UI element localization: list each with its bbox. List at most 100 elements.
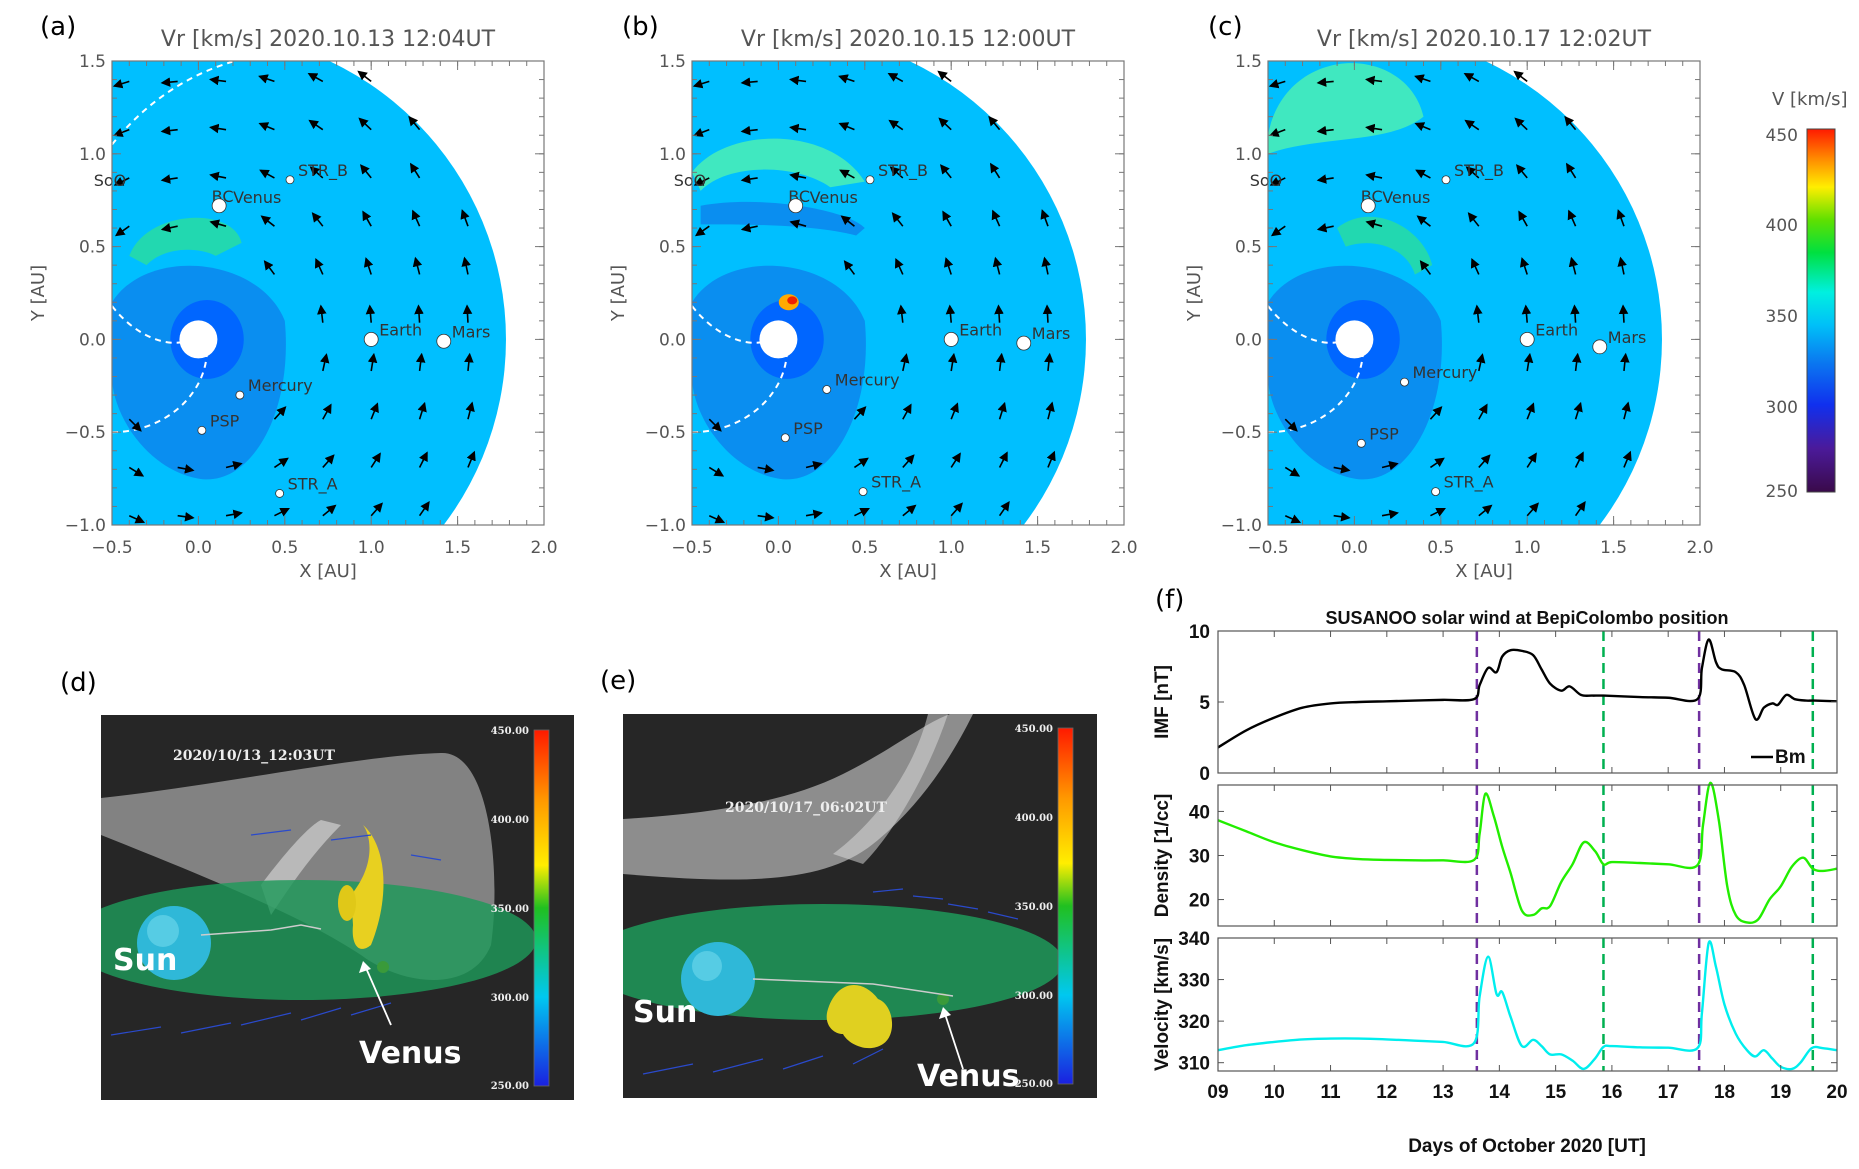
flow-vector (357, 70, 372, 83)
flow-vector (128, 418, 142, 432)
flow-vector (209, 75, 227, 86)
body-label-psp: PSP (210, 411, 240, 430)
flow-vector (1526, 452, 1537, 468)
body-label-mercury: Mercury (248, 376, 313, 395)
sun-label: Sun (633, 995, 697, 1030)
flow-vector (1515, 164, 1528, 179)
flow-vector (950, 502, 963, 517)
sim-panel-title: Vr [km/s] 2020.10.15 12:00UT (741, 27, 1076, 52)
flow-vector (466, 450, 476, 468)
view3d-cb-tick: 350.00 (491, 904, 529, 915)
body-marker-psp (780, 433, 790, 443)
x-tick-label: 1.0 (1514, 538, 1541, 558)
flow-vector (177, 464, 195, 474)
flow-vector (1574, 451, 1584, 468)
sim-panel-title: Vr [km/s] 2020.10.13 12:04UT (161, 27, 496, 52)
y-tick-label: 1.0 (659, 145, 686, 165)
flow-vector (1365, 75, 1383, 86)
y-tick-label: 0.5 (79, 238, 106, 258)
y-tick-label: 10 (1189, 622, 1210, 643)
plot-frame (691, 60, 1125, 526)
body-marker-venus (788, 198, 804, 214)
flow-vector (307, 72, 324, 83)
flow-vector (888, 119, 904, 131)
body-label-mercury: Mercury (1413, 363, 1478, 382)
flow-vector (1429, 406, 1443, 420)
x-tick-label: 11 (1320, 1082, 1341, 1103)
flow-vector (415, 352, 426, 372)
body-marker-mercury (822, 385, 832, 394)
flow-vector (209, 219, 227, 229)
flow-vector (838, 74, 855, 84)
plot-frame (111, 60, 545, 526)
flow-vector (693, 127, 710, 137)
body-marker-mercury (235, 390, 245, 400)
body-marker-mercury (1400, 377, 1409, 387)
flow-vector (1464, 119, 1480, 131)
y-tick-label: −1.0 (1221, 516, 1262, 536)
flow-vector (1040, 209, 1050, 227)
flow-vector (128, 466, 145, 477)
flow-vector (1526, 502, 1539, 517)
body-marker-earth (943, 331, 959, 347)
body-marker-mars (1592, 339, 1608, 355)
panel-label-b: (b) (622, 12, 659, 42)
flow-vector (1470, 257, 1480, 275)
flow-vector (1430, 507, 1446, 517)
flow-vector (274, 507, 290, 517)
flow-vector (112, 79, 130, 89)
cme-region (129, 217, 242, 266)
flow-vector (1365, 219, 1383, 229)
cme-isosurface (826, 985, 893, 1049)
flow-vector (259, 169, 275, 179)
flow-vector (1570, 304, 1580, 323)
panel-label-d: (d) (60, 668, 97, 698)
flow-vector (322, 403, 332, 420)
colorbar (1806, 128, 1836, 493)
x-tick-label: 10 (1264, 1082, 1285, 1103)
view3d-cb-tick: 450.00 (491, 726, 529, 737)
subplot-frame (1217, 937, 1838, 1072)
flow-vector (258, 74, 275, 84)
view3d-cb-tick: 300.00 (1015, 991, 1053, 1002)
flow-vector (209, 123, 227, 134)
flow-vector (1521, 304, 1532, 323)
flow-vector (1333, 511, 1351, 522)
flow-vector (1518, 210, 1528, 227)
y-tick-label: −1.0 (65, 516, 106, 536)
flow-vector (309, 166, 324, 179)
x-tick-label: 09 (1207, 1082, 1228, 1103)
x-tick-label: 14 (1489, 1082, 1511, 1103)
flow-vector (412, 256, 423, 275)
flow-vector (789, 219, 807, 229)
colorbar-tick: 450 (1766, 126, 1798, 146)
flow-vector (757, 464, 775, 474)
y-axis-label: Y [AU] (28, 265, 49, 322)
flow-vector (805, 509, 823, 520)
flow-vector (362, 210, 372, 227)
x-axis-label: Days of October 2020 [UT] (1408, 1136, 1646, 1157)
psp-orbit (1268, 348, 1365, 434)
x-tick-label: 20 (1826, 1082, 1847, 1103)
x-axis-label: X [AU] (1455, 561, 1513, 582)
flow-vector (1284, 514, 1302, 524)
venus-label: Venus (917, 1059, 1020, 1094)
x-tick-label: 15 (1545, 1082, 1567, 1103)
flow-vector (322, 454, 335, 468)
flow-vector (1419, 260, 1432, 275)
flow-vector (1463, 72, 1480, 83)
flow-vector (1565, 162, 1577, 179)
flow-vector (997, 401, 1007, 420)
y-tick-label: −0.5 (1221, 423, 1262, 443)
flow-vector (160, 223, 178, 233)
y-tick-label: −1.0 (645, 516, 686, 536)
flow-vector (1042, 304, 1053, 323)
y-tick-label: 0.5 (659, 238, 686, 258)
flow-vector (998, 451, 1008, 468)
colorbar-tick: 300 (1766, 398, 1798, 418)
flow-vector (945, 304, 956, 323)
body-label-str_a: STR_A (871, 473, 921, 493)
flow-vector (902, 454, 915, 468)
flow-vector (462, 304, 473, 323)
